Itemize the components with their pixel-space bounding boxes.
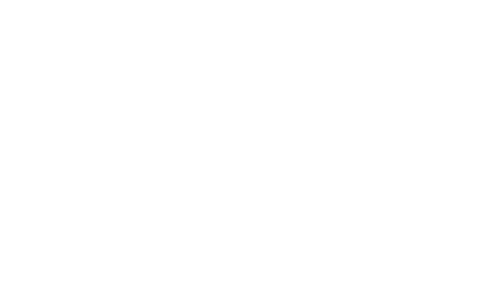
Text: 10.4%: 10.4%	[287, 210, 324, 223]
Bar	[250, 225, 277, 243]
Bar	[208, 224, 235, 243]
Text: 91.0%: 91.0%	[413, 73, 450, 86]
Text: 10.9%: 10.9%	[119, 209, 156, 222]
Text: 95.0%: 95.0%	[371, 66, 408, 79]
Text: 99.0%: 99.0%	[329, 59, 366, 72]
Text: 10.2%: 10.2%	[77, 210, 114, 223]
Text: Council meets benchmark if percentage is less than or equal to 10%: Council meets benchmark if percentage is…	[19, 30, 480, 44]
Bar	[292, 225, 319, 243]
Text: 10.6%: 10.6%	[35, 210, 72, 223]
Bar	[334, 74, 361, 243]
Bar	[418, 88, 445, 243]
Bar	[166, 224, 193, 243]
Bar	[123, 224, 151, 243]
Bar	[82, 225, 109, 243]
Text: 10.9%: 10.9%	[203, 209, 240, 222]
Text: 10.9%: 10.9%	[161, 209, 198, 222]
Bar	[39, 225, 67, 243]
Bar	[376, 81, 403, 243]
Text: 10.6%: 10.6%	[245, 210, 282, 223]
